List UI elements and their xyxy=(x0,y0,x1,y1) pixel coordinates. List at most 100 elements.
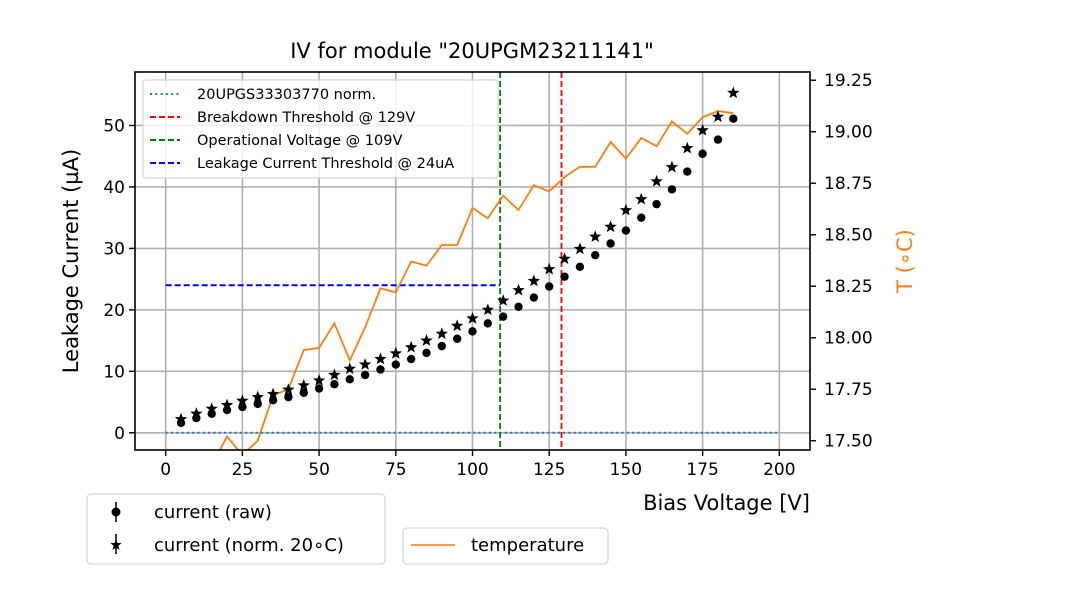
y-tick-label: 50 xyxy=(103,116,125,136)
raw-current-point xyxy=(437,341,447,351)
normalized-current-point xyxy=(343,362,356,375)
y2-tick-label: 19.25 xyxy=(824,71,873,91)
y2-tick-label: 17.50 xyxy=(824,432,873,452)
normalized-current-point xyxy=(604,220,617,233)
y2-tick-label: 18.00 xyxy=(824,329,873,349)
normalized-current-point xyxy=(389,347,402,359)
raw-current-point xyxy=(483,319,493,328)
legend-label: current (raw) xyxy=(154,502,272,523)
y-tick-label: 40 xyxy=(103,178,125,198)
raw-current-point xyxy=(575,262,585,272)
normalized-current-point xyxy=(420,334,433,346)
y2-tick-label: 17.75 xyxy=(824,380,873,400)
legend-reference-lines: 20UPGS33303770 norm. Breakdown Threshold… xyxy=(142,79,499,179)
normalized-current-point xyxy=(174,412,188,425)
x-axis-title: Bias Voltage [V] xyxy=(643,491,810,515)
normalized-current-point xyxy=(450,319,464,332)
raw-current-point xyxy=(299,388,308,398)
current-series xyxy=(174,86,740,428)
y-tick-label: 20 xyxy=(103,301,125,321)
y-tick-label: 10 xyxy=(103,362,125,382)
raw-current-point xyxy=(637,213,646,222)
x-tick-label: 200 xyxy=(763,460,795,480)
raw-current-point xyxy=(468,327,477,336)
x-tick-label: 125 xyxy=(533,460,565,480)
y2-tick-label: 18.75 xyxy=(824,174,873,194)
legend-current: current (raw) current (norm. 20∘C) xyxy=(86,493,386,565)
y2-axis-title: T (∘C) xyxy=(893,229,917,294)
raw-current-point xyxy=(253,399,262,409)
raw-current-point xyxy=(314,384,324,393)
legend-label: Leakage Current Threshold @ 24uA xyxy=(197,156,454,172)
circle-marker-icon xyxy=(111,507,121,517)
raw-current-point xyxy=(652,199,661,209)
normalized-current-point xyxy=(358,358,372,370)
normalized-current-point xyxy=(282,383,295,396)
x-tick-label: 100 xyxy=(456,460,488,480)
normalized-current-point xyxy=(251,390,264,403)
x-tick-label: 50 xyxy=(308,460,330,480)
raw-current-point xyxy=(545,282,554,291)
normalized-current-point xyxy=(573,242,587,255)
raw-current-point xyxy=(498,312,508,321)
x-axis: 0 25 50 75 100 125 150 175 200 xyxy=(160,450,796,480)
normalized-current-point xyxy=(619,203,633,216)
legend-label: temperature xyxy=(471,535,584,556)
normalized-current-point xyxy=(481,303,495,316)
normalized-current-point xyxy=(650,174,663,187)
normalized-current-point xyxy=(497,294,510,306)
normalized-current-point xyxy=(266,387,280,400)
normalized-current-point xyxy=(512,283,525,296)
normalized-current-point xyxy=(190,407,203,419)
raw-current-point xyxy=(667,185,677,194)
raw-current-point xyxy=(560,272,569,281)
raw-current-point xyxy=(452,334,462,343)
raw-current-point xyxy=(422,348,431,358)
legend-temperature: temperature xyxy=(402,527,609,565)
normalized-current-point xyxy=(236,394,249,407)
normalized-current-point xyxy=(589,230,602,242)
y2-tick-label: 19.00 xyxy=(824,123,873,143)
raw-current-point xyxy=(345,375,354,384)
y-axis-left: 0 10 20 30 40 50 xyxy=(103,116,135,444)
normalized-current-point xyxy=(711,110,725,123)
y-axis-title: Leakage Current (µA) xyxy=(59,149,83,373)
raw-current-point xyxy=(529,293,539,302)
y2-tick-label: 18.50 xyxy=(824,226,873,246)
normalized-current-point xyxy=(635,192,648,205)
raw-current-point xyxy=(330,380,339,389)
raw-current-point xyxy=(621,226,631,235)
normalized-current-point xyxy=(374,352,387,365)
x-tick-label: 75 xyxy=(385,460,407,480)
legend-box xyxy=(402,527,609,565)
normalized-current-point xyxy=(404,340,418,353)
x-tick-label: 0 xyxy=(160,460,171,480)
normalized-current-point xyxy=(696,123,709,136)
raw-current-point xyxy=(713,135,723,144)
raw-current-point xyxy=(591,250,600,260)
legend-label: Breakdown Threshold @ 129V xyxy=(197,110,415,126)
normalized-current-point xyxy=(727,86,740,99)
normalized-current-point xyxy=(312,374,326,386)
normalized-current-point xyxy=(220,398,234,411)
raw-current-point xyxy=(606,239,615,248)
raw-current-point xyxy=(514,302,523,311)
y-tick-label: 30 xyxy=(103,239,125,259)
normalized-current-point xyxy=(466,311,479,324)
legend-box xyxy=(142,79,499,179)
legend-label: current (norm. 20∘C) xyxy=(154,535,344,556)
y-tick-label: 0 xyxy=(114,424,125,444)
reference-lines xyxy=(165,72,780,450)
raw-current-point xyxy=(391,360,400,369)
legend-label: Operational Voltage @ 109V xyxy=(197,133,402,149)
x-tick-label: 25 xyxy=(232,460,254,480)
normalized-current-point xyxy=(328,368,341,381)
legend-label: 20UPGS33303770 norm. xyxy=(197,87,376,103)
normalized-current-point xyxy=(297,378,310,391)
normalized-current-point xyxy=(435,327,448,340)
raw-current-point xyxy=(729,114,738,123)
raw-current-point xyxy=(406,354,416,364)
y-axis-right: 17.50 17.75 18.00 18.25 18.50 18.75 19.00 19.25 xyxy=(810,71,873,452)
x-tick-label: 150 xyxy=(610,460,642,480)
